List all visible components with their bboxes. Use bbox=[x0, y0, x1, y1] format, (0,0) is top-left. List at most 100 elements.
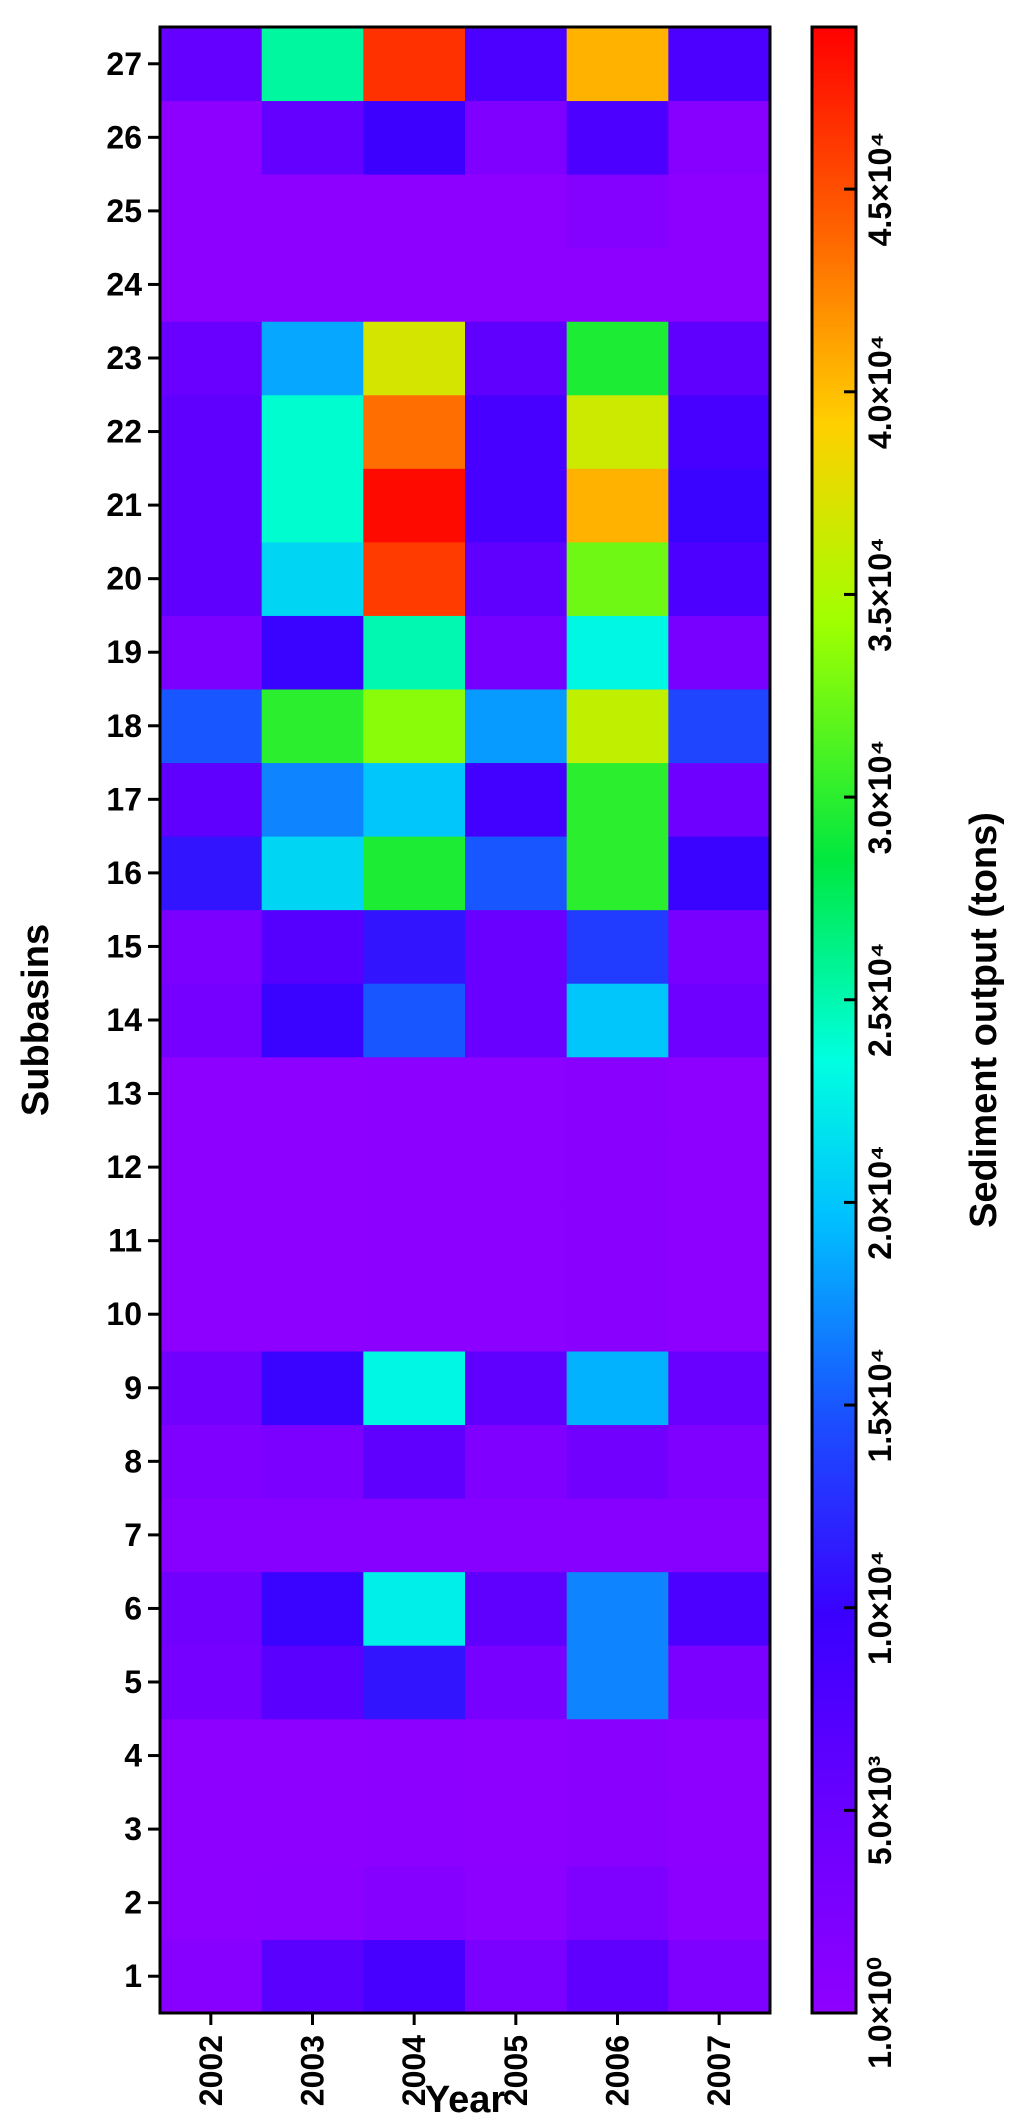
y-axis: 1234567891011121314151617181920212223242… bbox=[106, 46, 160, 1994]
heatmap-cell bbox=[465, 689, 568, 764]
heatmap-cells bbox=[160, 27, 771, 2014]
y-tick-label: 5 bbox=[124, 1664, 142, 1700]
heatmap-cell bbox=[261, 983, 364, 1058]
heatmap-cell bbox=[261, 689, 364, 764]
heatmap-cell bbox=[465, 1203, 568, 1278]
heatmap-cell bbox=[668, 1498, 771, 1573]
heatmap-cell bbox=[363, 689, 466, 764]
heatmap-cell bbox=[160, 836, 263, 911]
heatmap-cell bbox=[465, 100, 568, 175]
heatmap-cell bbox=[465, 541, 568, 616]
y-tick-label: 14 bbox=[106, 1002, 142, 1038]
heatmap-cell bbox=[668, 1203, 771, 1278]
y-tick-label: 18 bbox=[106, 708, 142, 744]
y-tick-label: 8 bbox=[124, 1443, 142, 1479]
y-tick-label: 10 bbox=[106, 1296, 142, 1332]
heatmap-cell bbox=[363, 1277, 466, 1352]
heatmap-cell bbox=[160, 468, 263, 543]
x-tick-label: 2005 bbox=[498, 2035, 534, 2106]
x-tick-label: 2006 bbox=[600, 2035, 636, 2106]
heatmap-cell bbox=[566, 1718, 669, 1793]
heatmap-cell bbox=[261, 321, 364, 396]
heatmap-cell bbox=[465, 174, 568, 249]
heatmap-cell bbox=[668, 1056, 771, 1131]
x-tick-label: 2004 bbox=[396, 2035, 432, 2106]
heatmap-cell bbox=[465, 1645, 568, 1720]
heatmap-cell bbox=[363, 1645, 466, 1720]
heatmap-cell bbox=[363, 27, 466, 102]
colorbar-tick-label: 1.0×10⁴ bbox=[862, 1550, 898, 1665]
heatmap-cell bbox=[160, 1718, 263, 1793]
heatmap-cell bbox=[261, 1056, 364, 1131]
heatmap-cell bbox=[566, 983, 669, 1058]
heatmap-cell bbox=[465, 247, 568, 322]
heatmap-cell bbox=[465, 321, 568, 396]
heatmap-cell bbox=[261, 1865, 364, 1940]
heatmap-cell bbox=[160, 1203, 263, 1278]
heatmap-cell bbox=[363, 321, 466, 396]
heatmap-cell bbox=[668, 321, 771, 396]
heatmap-cell bbox=[160, 1792, 263, 1867]
heatmap-cell bbox=[465, 1351, 568, 1426]
heatmap-cell bbox=[160, 1645, 263, 1720]
heatmap-cell bbox=[363, 836, 466, 911]
heatmap-cell bbox=[160, 909, 263, 984]
heatmap-cell bbox=[363, 1498, 466, 1573]
heatmap-cell bbox=[465, 615, 568, 690]
heatmap-cell bbox=[261, 1571, 364, 1646]
heatmap-cell bbox=[363, 1792, 466, 1867]
heatmap-cell bbox=[668, 1130, 771, 1205]
colorbar-tick-label: 2.0×10⁴ bbox=[862, 1145, 898, 1260]
heatmap-cell bbox=[160, 1056, 263, 1131]
heatmap-cell bbox=[160, 1498, 263, 1573]
heatmap-cell bbox=[566, 1645, 669, 1720]
heatmap-cell bbox=[566, 541, 669, 616]
heatmap-cell bbox=[363, 100, 466, 175]
heatmap-cell bbox=[363, 1865, 466, 1940]
heatmap-cell bbox=[566, 1939, 669, 2014]
heatmap-cell bbox=[465, 1939, 568, 2014]
y-tick-label: 4 bbox=[124, 1738, 142, 1774]
heatmap-cell bbox=[566, 1865, 669, 1940]
y-tick-label: 6 bbox=[124, 1590, 142, 1626]
heatmap-cell bbox=[465, 1865, 568, 1940]
y-tick-label: 21 bbox=[106, 487, 142, 523]
heatmap-cell bbox=[465, 27, 568, 102]
y-tick-label: 27 bbox=[106, 46, 142, 82]
heatmap-cell bbox=[668, 1939, 771, 2014]
heatmap-cell bbox=[668, 394, 771, 469]
y-tick-label: 3 bbox=[124, 1811, 142, 1847]
heatmap-cell bbox=[261, 1351, 364, 1426]
heatmap-cell bbox=[465, 836, 568, 911]
heatmap-cell bbox=[566, 1203, 669, 1278]
heatmap-cell bbox=[261, 27, 364, 102]
heatmap-cell bbox=[465, 1130, 568, 1205]
y-tick-label: 16 bbox=[106, 855, 142, 891]
colorbar-title: Sediment output (tons) bbox=[963, 812, 1005, 1228]
heatmap-cell bbox=[668, 615, 771, 690]
colorbar-tick-label: 1.5×10⁴ bbox=[862, 1348, 898, 1463]
y-tick-label: 19 bbox=[106, 634, 142, 670]
y-tick-label: 2 bbox=[124, 1885, 142, 1921]
heatmap-cell bbox=[160, 1424, 263, 1499]
colorbar-tick-label: 5.0×10³ bbox=[862, 1756, 898, 1865]
heatmap-cell bbox=[363, 174, 466, 249]
x-tick-label: 2003 bbox=[295, 2035, 331, 2106]
heatmap-cell bbox=[261, 762, 364, 837]
heatmap-cell bbox=[261, 836, 364, 911]
heatmap-cell bbox=[668, 1351, 771, 1426]
heatmap-cell bbox=[261, 909, 364, 984]
heatmap-cell bbox=[261, 1277, 364, 1352]
x-axis: 2002 2003 2004 2005 2006 2007 bbox=[193, 2013, 737, 2106]
y-tick-label: 20 bbox=[106, 561, 142, 597]
heatmap-cell bbox=[363, 541, 466, 616]
heatmap-cell bbox=[465, 1056, 568, 1131]
y-tick-label: 22 bbox=[106, 414, 142, 450]
heatmap-cell bbox=[566, 394, 669, 469]
heatmap-cell bbox=[261, 541, 364, 616]
heatmap-cell bbox=[566, 1130, 669, 1205]
heatmap-cell bbox=[160, 1277, 263, 1352]
x-axis-title: Year bbox=[425, 2079, 506, 2121]
heatmap-cell bbox=[566, 100, 669, 175]
heatmap-cell bbox=[566, 1424, 669, 1499]
